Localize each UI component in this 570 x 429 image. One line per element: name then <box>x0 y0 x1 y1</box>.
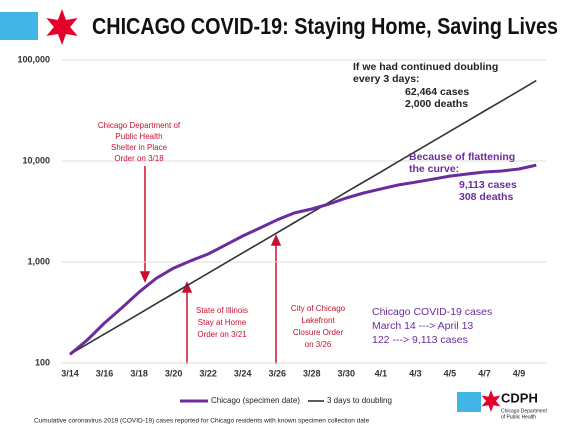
arrow-head <box>139 271 151 283</box>
y-tick-label: 100,000 <box>17 54 50 64</box>
annotation: Lakefront <box>301 316 335 325</box>
footnote: Cumulative coronavirus 2019 (COVID-19) c… <box>34 418 370 425</box>
annotation: the curve: <box>409 163 459 175</box>
series-line <box>69 79 537 355</box>
x-tick-label: 4/1 <box>375 368 388 378</box>
flag-bar <box>0 12 38 40</box>
logo-name: CDPH <box>501 390 538 405</box>
x-tick-label: 4/5 <box>444 368 457 378</box>
x-tick-label: 4/7 <box>478 368 491 378</box>
annotation: Chicago Department of <box>98 121 181 130</box>
flag-star <box>46 9 78 45</box>
annotation: Order on 3/21 <box>197 330 247 339</box>
x-tick-label: 3/30 <box>338 368 356 378</box>
x-tick-label: 3/22 <box>199 368 217 378</box>
x-tick-label: 3/28 <box>303 368 321 378</box>
annotation: March 14 ---> April 13 <box>372 320 473 332</box>
x-tick-label: 3/20 <box>165 368 183 378</box>
series-line <box>69 163 537 356</box>
logo-subtitle: of Public Health <box>501 414 536 420</box>
legend-label: 3 days to doubling <box>327 396 392 405</box>
y-tick-label: 10,000 <box>22 155 50 165</box>
annotation: Stay at Home <box>198 318 247 327</box>
annotation: Because of flattening <box>409 151 515 163</box>
annotation: 62,464 cases <box>405 86 469 98</box>
y-tick-label: 100 <box>35 357 50 367</box>
annotation: 2,000 deaths <box>405 98 468 110</box>
x-tick-label: 4/9 <box>513 368 526 378</box>
x-tick-label: 3/26 <box>268 368 286 378</box>
annotation: Order on 3/18 <box>114 154 164 163</box>
x-tick-label: 3/24 <box>234 368 252 378</box>
annotation: 9,113 cases <box>459 179 517 191</box>
legend-label: Chicago (specimen date) <box>211 396 300 405</box>
annotation: 308 deaths <box>459 191 513 203</box>
annotation: every 3 days: <box>353 73 420 85</box>
arrow-head <box>270 234 282 246</box>
logo-bar <box>457 392 481 412</box>
annotation: 122 ---> 9,113 cases <box>372 334 468 346</box>
x-tick-label: 3/18 <box>130 368 148 378</box>
logo-star <box>481 390 501 412</box>
x-tick-label: 4/3 <box>409 368 422 378</box>
y-tick-label: 1,000 <box>27 256 50 266</box>
annotation: Chicago COVID-19 cases <box>372 306 492 318</box>
annotation: State of Illinois <box>196 306 248 315</box>
annotation: on 3/26 <box>305 340 332 349</box>
chart-title: CHICAGO COVID-19: Staying Home, Saving L… <box>92 13 558 39</box>
x-tick-label: 3/16 <box>96 368 114 378</box>
arrows <box>139 166 282 364</box>
annotation: If we had continued doubling <box>353 61 498 73</box>
annotation: Closure Order <box>293 328 344 337</box>
annotation: City of Chicago <box>291 304 346 313</box>
annotation: Shelter in Place <box>111 143 168 152</box>
x-tick-label: 3/14 <box>61 368 79 378</box>
annotation: Public Health <box>115 132 162 141</box>
logo-subtitle: Chicago Department <box>501 408 547 414</box>
